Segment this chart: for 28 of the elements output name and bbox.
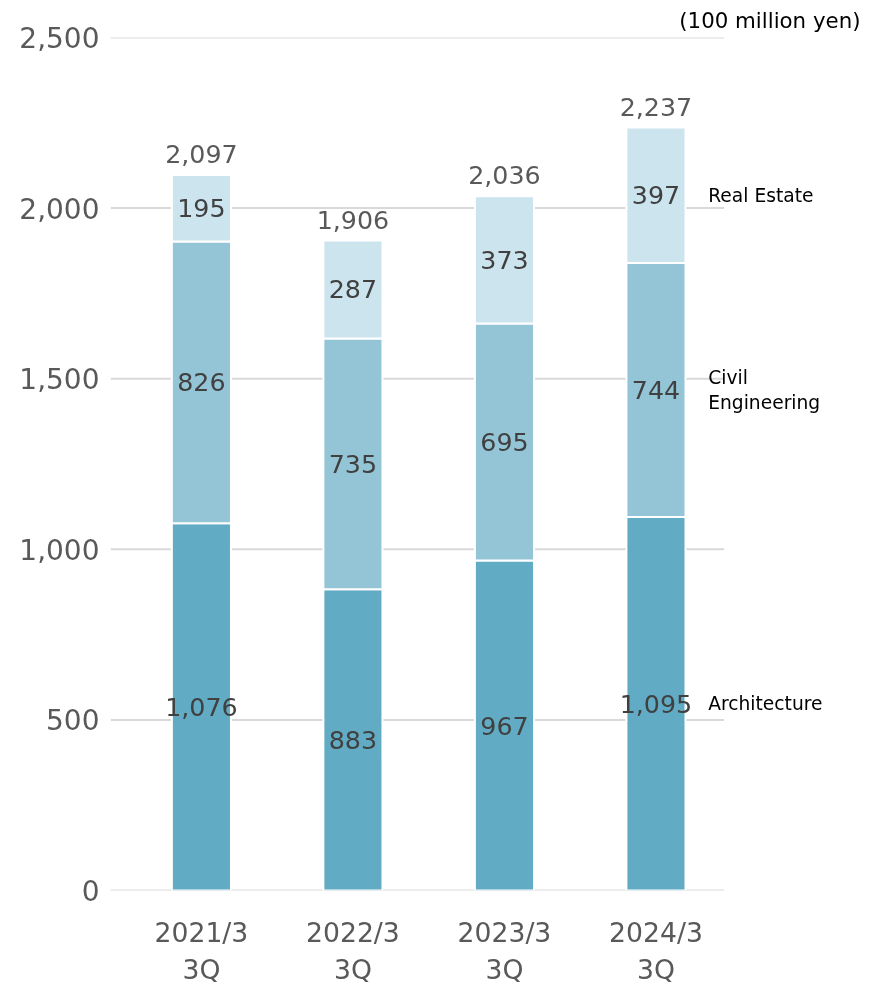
- data-label: 735: [328, 448, 378, 479]
- text: (100 million yen): [679, 7, 861, 33]
- data-label: 883: [328, 724, 378, 755]
- total-label: 2,097: [165, 139, 238, 169]
- x-tick-label: 2022/3 3Q: [306, 916, 400, 985]
- data-label: 287: [328, 274, 378, 305]
- x-tick-label: 2021/3 3Q: [154, 916, 249, 985]
- series-label: Civil Engineering: [708, 366, 821, 414]
- total-label: 2,036: [468, 160, 541, 191]
- x-tick-label: 2024/3 3Q: [609, 916, 703, 985]
- total-label: 2,237: [619, 91, 693, 122]
- series-label: Real Estate: [708, 184, 814, 206]
- x-tick-label: 2023/3 3Q: [457, 916, 552, 985]
- y-tick-label: 500: [46, 704, 100, 738]
- series-label: Architecture: [708, 693, 823, 715]
- data-label: 195: [177, 193, 226, 224]
- data-label: 826: [177, 367, 226, 398]
- y-tick-label: 1,500: [19, 363, 100, 397]
- y-tick-label: 1,000: [19, 533, 100, 567]
- data-label: 744: [631, 374, 681, 405]
- data-label: 397: [631, 180, 681, 211]
- total-label: 1,906: [316, 204, 390, 235]
- y-tick-label: 2,000: [19, 192, 100, 226]
- data-label: 967: [480, 710, 529, 741]
- y-tick-label: 2,500: [19, 22, 100, 55]
- data-label: 695: [480, 426, 529, 457]
- data-label: 373: [480, 244, 529, 275]
- y-tick-label: 0: [81, 875, 100, 908]
